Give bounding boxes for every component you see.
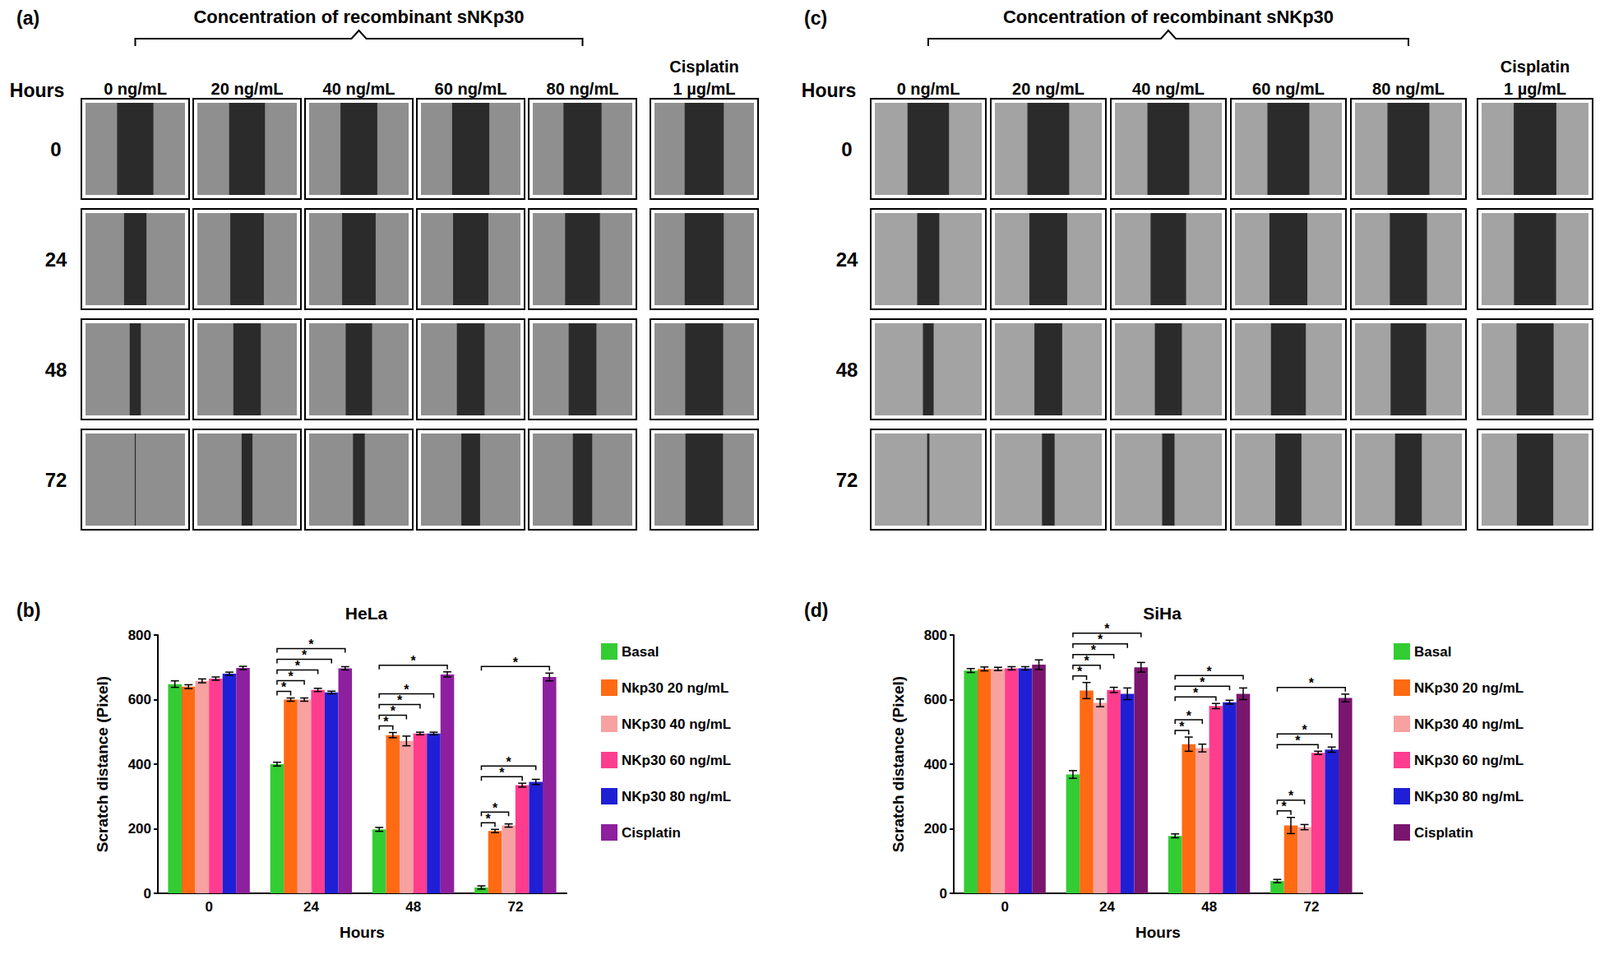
svg-text:*: *	[397, 693, 403, 708]
svg-text:*: *	[1193, 685, 1199, 700]
svg-text:NKp30 80 ng/mL: NKp30 80 ng/mL	[1414, 788, 1524, 805]
svg-text:*: *	[1091, 642, 1097, 657]
svg-text:*: *	[492, 800, 499, 815]
svg-text:24: 24	[303, 898, 320, 915]
svg-text:48: 48	[405, 898, 421, 915]
svg-text:*: *	[1097, 632, 1104, 647]
svg-text:Hours: Hours	[339, 923, 385, 941]
svg-text:60 ng/mL: 60 ng/mL	[1252, 79, 1325, 98]
svg-text:NKp30 60 ng/mL: NKp30 60 ng/mL	[621, 752, 731, 768]
svg-text:Basal: Basal	[621, 643, 659, 660]
svg-text:Cisplatin: Cisplatin	[1500, 57, 1570, 76]
svg-text:48: 48	[45, 358, 68, 381]
svg-text:400: 400	[924, 756, 948, 773]
svg-text:Scratch distance (Pixel): Scratch distance (Pixel)	[889, 675, 907, 852]
svg-text:Scratch distance (Pixel): Scratch distance (Pixel)	[93, 675, 111, 852]
svg-text:600: 600	[924, 691, 948, 708]
svg-text:Concentration of recombinant s: Concentration of recombinant sNKp30	[1003, 6, 1334, 28]
svg-text:*: *	[513, 655, 519, 670]
svg-text:1 µg/mL: 1 µg/mL	[1503, 79, 1567, 98]
svg-text:1 µg/mL: 1 µg/mL	[673, 79, 736, 98]
svg-text:200: 200	[924, 820, 948, 837]
svg-text:80 ng/mL: 80 ng/mL	[546, 79, 620, 98]
svg-text:20 ng/mL: 20 ng/mL	[1012, 79, 1085, 98]
svg-text:0: 0	[143, 885, 152, 902]
svg-text:40 ng/mL: 40 ng/mL	[323, 79, 396, 98]
svg-text:*: *	[1294, 733, 1301, 748]
svg-text:*: *	[403, 682, 410, 697]
svg-text:*: *	[390, 703, 397, 718]
svg-text:800: 800	[924, 627, 948, 643]
svg-text:48: 48	[1201, 898, 1217, 915]
svg-text:*: *	[1281, 799, 1288, 814]
svg-text:*: *	[1083, 653, 1090, 668]
svg-text:*: *	[1308, 675, 1315, 690]
svg-text:80 ng/mL: 80 ng/mL	[1372, 79, 1445, 98]
svg-text:200: 200	[128, 820, 152, 837]
svg-text:Nkp30 20 ng/mL: Nkp30 20 ng/mL	[621, 679, 729, 696]
svg-text:0 ng/mL: 0 ng/mL	[103, 79, 167, 98]
svg-text:800: 800	[128, 627, 152, 643]
svg-text:*: *	[1077, 664, 1083, 679]
svg-text:*: *	[411, 653, 417, 668]
svg-text:NKp30 80 ng/mL: NKp30 80 ng/mL	[621, 788, 731, 805]
svg-text:Hours: Hours	[801, 79, 856, 102]
svg-text:*: *	[295, 658, 301, 673]
svg-text:72: 72	[836, 468, 859, 491]
svg-text:NKp30 40 ng/mL: NKp30 40 ng/mL	[1414, 716, 1524, 732]
svg-text:(d): (d)	[804, 599, 828, 621]
svg-text:*: *	[301, 647, 308, 662]
svg-text:24: 24	[45, 248, 68, 271]
svg-text:*: *	[1179, 719, 1185, 734]
svg-text:*: *	[1199, 675, 1206, 690]
svg-text:(a): (a)	[16, 7, 40, 29]
svg-text:24: 24	[836, 248, 859, 271]
svg-text:Hours: Hours	[9, 79, 65, 102]
svg-text:20 ng/mL: 20 ng/mL	[211, 79, 284, 98]
svg-text:Cisplatin: Cisplatin	[669, 57, 739, 76]
svg-text:0 ng/mL: 0 ng/mL	[897, 79, 961, 98]
svg-text:*: *	[1301, 722, 1308, 737]
svg-text:NKp30 40 ng/mL: NKp30 40 ng/mL	[621, 716, 731, 732]
svg-text:Basal: Basal	[1414, 643, 1452, 660]
svg-text:SiHa: SiHa	[1142, 603, 1182, 623]
svg-text:60 ng/mL: 60 ng/mL	[434, 79, 508, 98]
svg-text:72: 72	[507, 898, 523, 915]
svg-text:0: 0	[939, 885, 948, 902]
svg-text:48: 48	[836, 358, 859, 381]
svg-text:*: *	[1206, 664, 1213, 679]
svg-text:600: 600	[128, 691, 152, 708]
svg-text:*: *	[485, 811, 492, 826]
svg-text:0: 0	[50, 138, 61, 161]
svg-text:0: 0	[841, 138, 852, 161]
svg-text:*: *	[308, 637, 315, 652]
svg-text:400: 400	[128, 756, 152, 773]
svg-text:Concentration of recombinant s: Concentration of recombinant sNKp30	[193, 6, 524, 28]
svg-text:*: *	[287, 669, 294, 684]
svg-text:*: *	[281, 679, 287, 694]
svg-text:*: *	[1186, 708, 1193, 723]
svg-text:(b): (b)	[16, 599, 41, 621]
svg-text:(c): (c)	[804, 7, 828, 29]
svg-text:Hours: Hours	[1135, 923, 1181, 941]
svg-text:HeLa: HeLa	[345, 603, 389, 623]
svg-text:*: *	[383, 714, 389, 729]
svg-text:*: *	[1104, 621, 1110, 636]
svg-text:24: 24	[1099, 898, 1115, 915]
svg-text:40 ng/mL: 40 ng/mL	[1132, 79, 1205, 98]
svg-text:72: 72	[1303, 898, 1319, 915]
svg-text:0: 0	[1000, 898, 1009, 915]
svg-text:*: *	[1288, 788, 1295, 803]
svg-text:0: 0	[204, 898, 213, 915]
svg-text:*: *	[505, 754, 512, 769]
svg-text:*: *	[499, 765, 505, 780]
svg-text:Cisplatin: Cisplatin	[621, 824, 681, 841]
svg-text:NKp30 20 ng/mL: NKp30 20 ng/mL	[1414, 679, 1524, 696]
svg-text:Cisplatin: Cisplatin	[1414, 824, 1474, 841]
svg-text:72: 72	[45, 468, 68, 491]
svg-text:NKp30 60 ng/mL: NKp30 60 ng/mL	[1414, 752, 1524, 768]
